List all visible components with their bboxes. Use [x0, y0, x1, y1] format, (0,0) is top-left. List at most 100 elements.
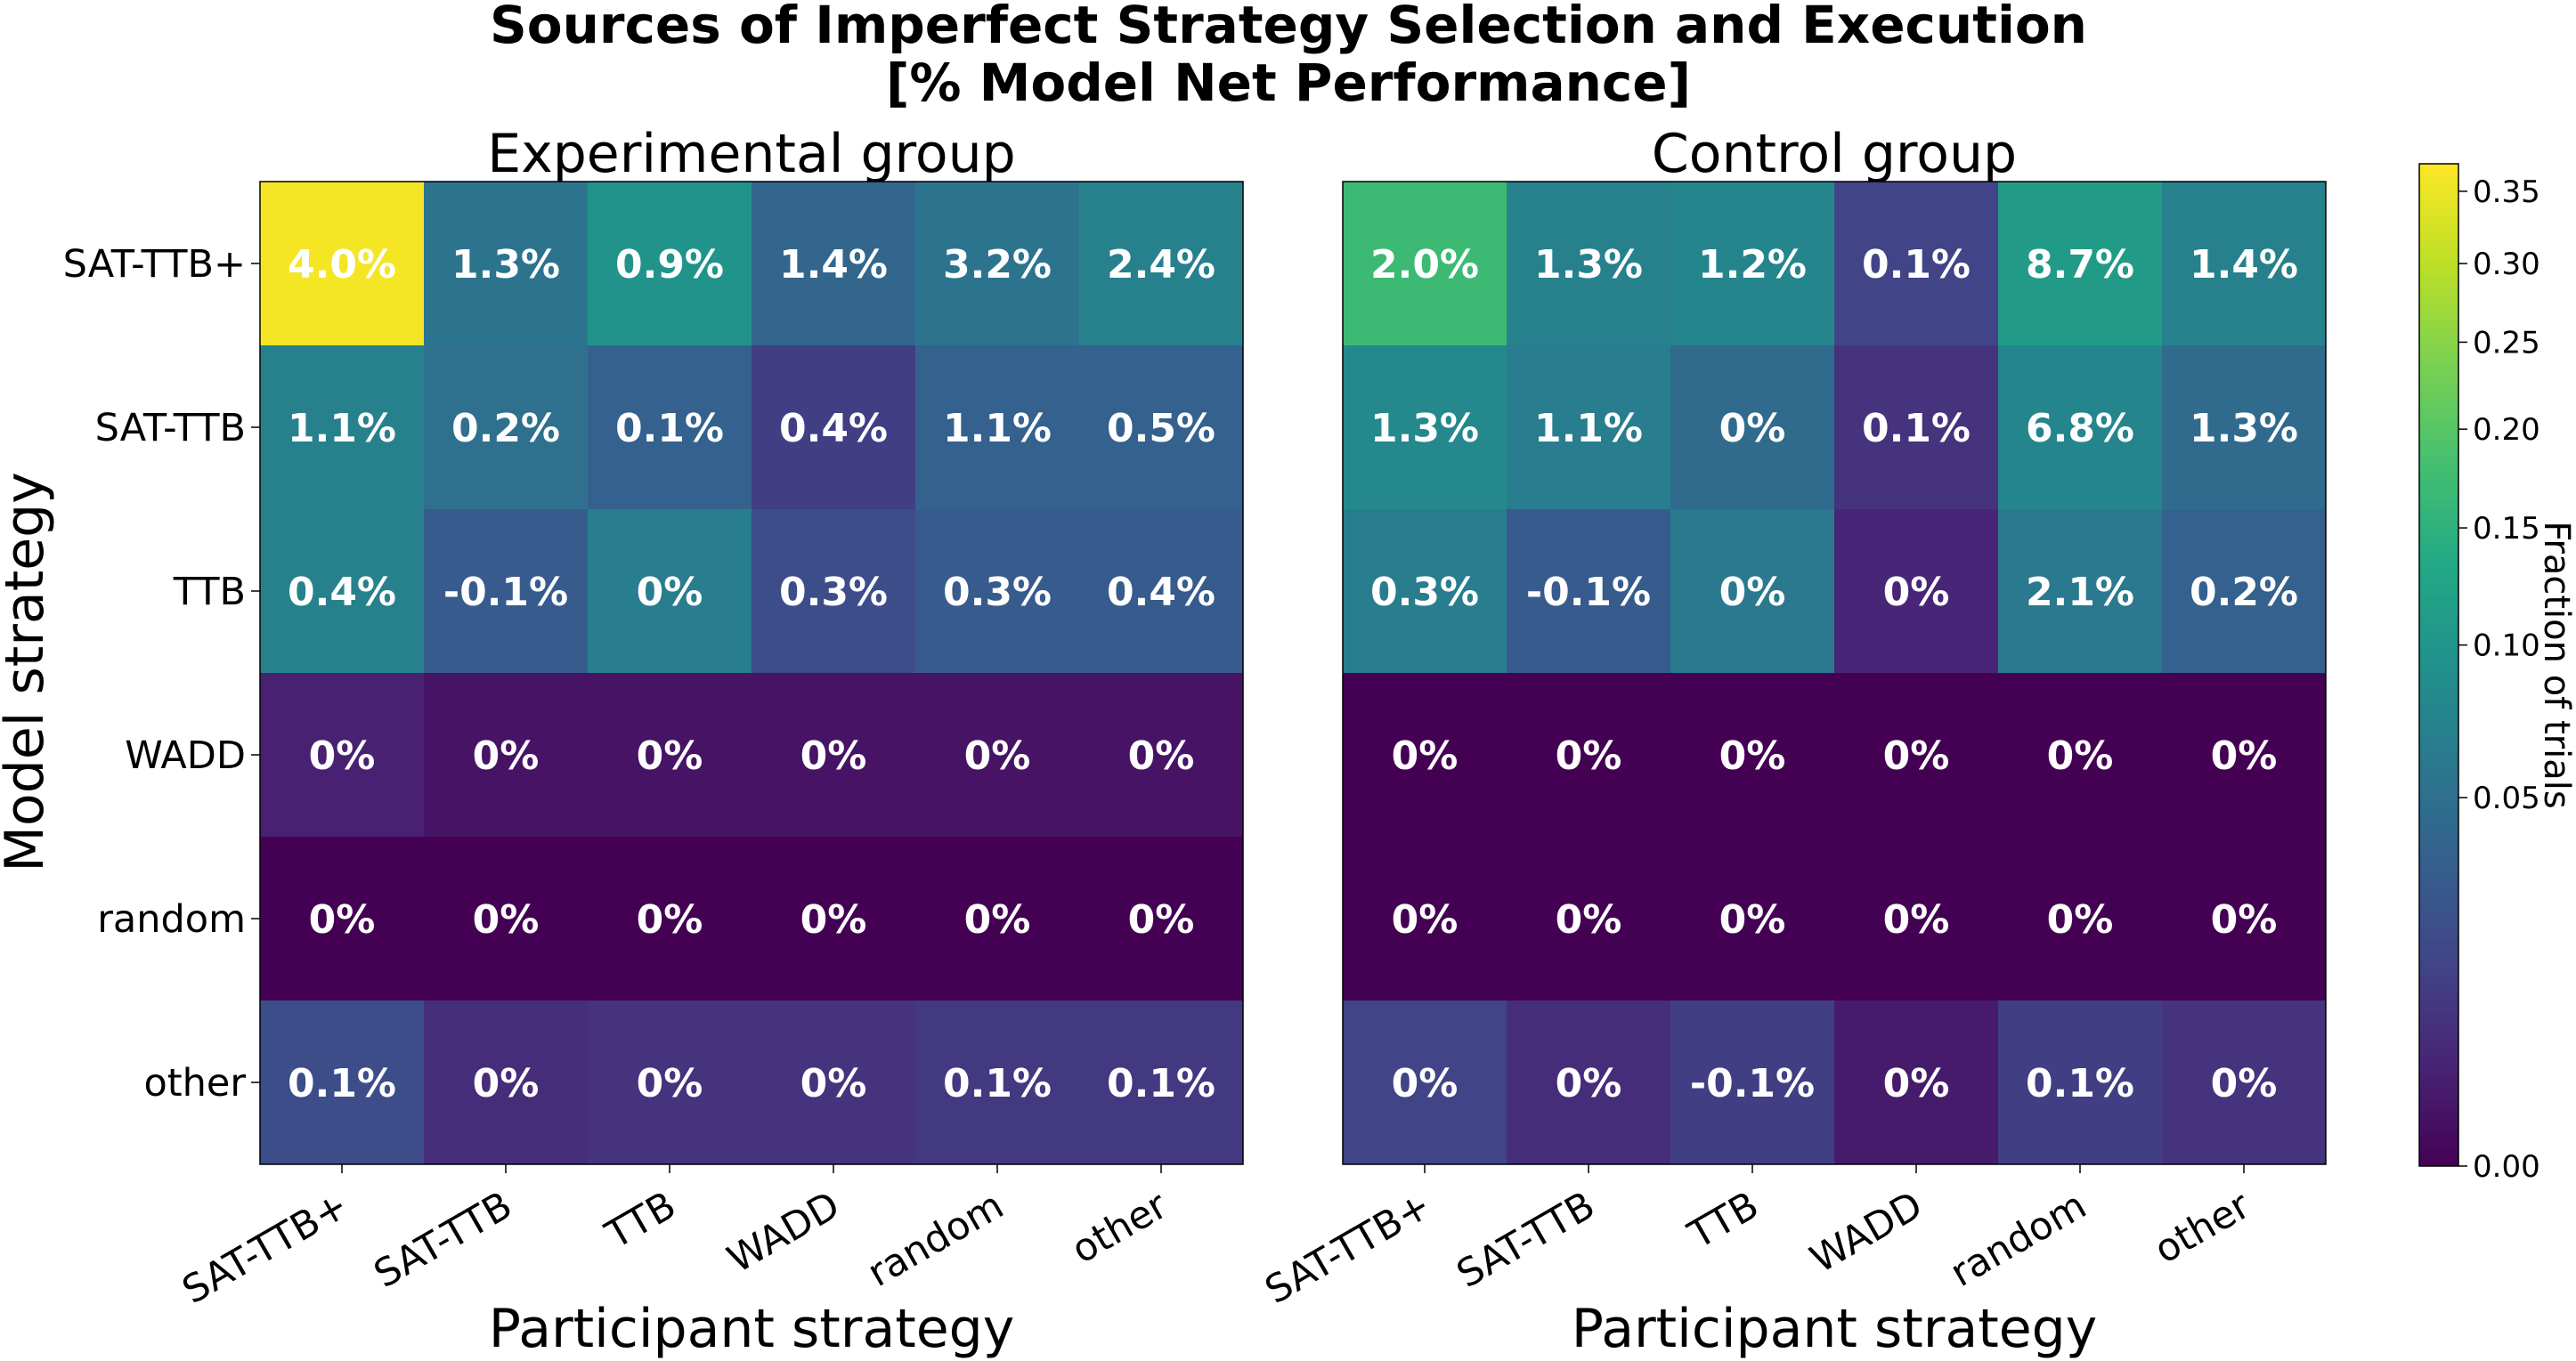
cell-value-label: 0.1% [2026, 1061, 2134, 1106]
heatmap-cell [1834, 509, 1999, 674]
x-tick-label-random: random [860, 1183, 1011, 1296]
heatmap-cell [1507, 182, 1671, 346]
cell-value-label: 1.3% [1534, 242, 1643, 288]
x-tick-label-sat-ttb: SAT-TTB [1450, 1183, 1603, 1297]
cell-value-label: 0% [1392, 897, 1459, 943]
cell-value-label: 0% [2047, 733, 2114, 779]
heatmap-cell [1834, 837, 1999, 1001]
cell-value-label: 4.0% [288, 242, 396, 288]
heatmap-cell [588, 1000, 752, 1165]
x-tick-label-sat-ttb: SAT-TTB [367, 1183, 520, 1297]
cell-value-label: 0% [637, 897, 703, 943]
heatmap-cell [1507, 509, 1671, 674]
heatmap-cell [752, 1000, 916, 1165]
heatmap-cell [1079, 509, 1244, 674]
cell-value-label: 0% [473, 897, 540, 943]
cell-value-label: 0.5% [1107, 406, 1215, 451]
heatmap-cell [1507, 837, 1671, 1001]
heatmap-cell [1998, 1000, 2163, 1165]
heatmap-cell [1834, 182, 1999, 346]
cell-value-label: 1.1% [943, 406, 1052, 451]
cell-value-label: 0% [2047, 897, 2114, 943]
panel-title: Control group [1652, 123, 2017, 185]
heatmap-cell [1670, 509, 1835, 674]
heatmap-cell [260, 837, 425, 1001]
heatmap-cell [2162, 345, 2327, 510]
x-tick-label-other: other [1064, 1183, 1174, 1273]
heatmap-cell [1343, 673, 1507, 838]
cell-value-label: 0.1% [1862, 406, 1971, 451]
cell-value-label: 0% [309, 733, 376, 779]
cell-value-label: 2.0% [1370, 242, 1479, 288]
heatmap-cell [1670, 345, 1835, 510]
x-tick-label-sat-ttb: SAT-TTB+ [1258, 1183, 1439, 1313]
colorbar-tick-label: 0.15 [2473, 511, 2540, 547]
colorbar-tick-label: 0.05 [2473, 781, 2540, 816]
x-tick-label-sat-ttb: SAT-TTB+ [175, 1183, 356, 1313]
cell-value-label: 0% [1392, 1061, 1459, 1106]
heatmap-cell [915, 837, 1080, 1001]
cell-value-label: 1.3% [1370, 406, 1479, 451]
colorbar-tick-label: 0.00 [2473, 1149, 2540, 1185]
cell-value-label: 0% [637, 733, 703, 779]
heatmap-cell [1670, 1000, 1835, 1165]
cell-value-label: 0% [637, 570, 703, 615]
cell-value-label: 1.4% [779, 242, 888, 288]
heatmap-cell [915, 345, 1080, 510]
heatmap-cell [752, 509, 916, 674]
cell-value-label: 0.1% [1107, 1061, 1215, 1106]
panel-frame [1342, 181, 2327, 1165]
heatmap-cell [1507, 345, 1671, 510]
cell-value-label: 0% [1128, 897, 1195, 943]
cell-value-label: 0% [1883, 570, 1950, 615]
cell-value-label: 1.1% [1534, 406, 1643, 451]
heatmap-cell [1079, 345, 1244, 510]
cell-value-label: 0% [800, 897, 867, 943]
x-tick-label-wadd: WADD [720, 1183, 848, 1282]
cell-value-label: 3.2% [943, 242, 1052, 288]
heatmap-cell [1834, 345, 1999, 510]
cell-value-label: 0% [1556, 897, 1622, 943]
cell-value-label: 0.4% [1107, 570, 1215, 615]
heatmap-cell [424, 837, 589, 1001]
cell-value-label: 0% [2211, 1061, 2278, 1106]
cell-value-label: 1.2% [1698, 242, 1807, 288]
heatmap-cell [588, 509, 752, 674]
cell-value-label: -0.1% [1526, 570, 1651, 615]
cell-value-label: 0% [1392, 733, 1459, 779]
cell-value-label: 0% [1719, 897, 1786, 943]
cell-value-label: 0% [1883, 897, 1950, 943]
heatmap-cell [260, 182, 425, 346]
heatmap-cell [2162, 673, 2327, 838]
heatmap-cell [588, 182, 752, 346]
experimental-panel: Experimental group 4.0% 1.3% 0.9% 1.4% 3.2% 2.… [63, 123, 1244, 1360]
heatmap-cell [424, 509, 589, 674]
heatmap-cell [1670, 673, 1835, 838]
cell-value-label: 0% [1128, 733, 1195, 779]
cell-value-label: 0.2% [2190, 570, 2298, 615]
colorbar-tick-label: 0.20 [2473, 412, 2540, 448]
cell-value-label: 0.3% [1370, 570, 1479, 615]
cell-value-label: 0% [637, 1061, 703, 1106]
heatmap-cell [588, 345, 752, 510]
colorbar-tick-label: 0.35 [2473, 174, 2540, 210]
x-axis-label: Participant strategy [489, 1298, 1015, 1360]
panel-frame [259, 181, 1244, 1165]
heatmap-cell [1343, 182, 1507, 346]
cell-value-label: 0.3% [779, 570, 888, 615]
colorbar-label: Fraction of trials [2536, 521, 2576, 808]
heatmap-cell [1998, 673, 2163, 838]
cell-value-label: 6.8% [2026, 406, 2134, 451]
cell-value-label: 0% [473, 1061, 540, 1106]
heatmap-cell [915, 509, 1080, 674]
y-tick-label-other: other [143, 1061, 246, 1106]
cell-value-label: 0% [2211, 897, 2278, 943]
x-tick-label-random: random [1943, 1183, 2093, 1296]
heatmap-cell [1343, 509, 1507, 674]
heatmap-cell [1343, 837, 1507, 1001]
heatmap-cell [1507, 1000, 1671, 1165]
control-panel: Control group 2.0% 1.3% 1.2% 0.1% 8.7% 1.4% 1.3… [1258, 123, 2327, 1360]
heatmap-cell [1507, 673, 1671, 838]
cell-value-label: 0% [1556, 733, 1622, 779]
